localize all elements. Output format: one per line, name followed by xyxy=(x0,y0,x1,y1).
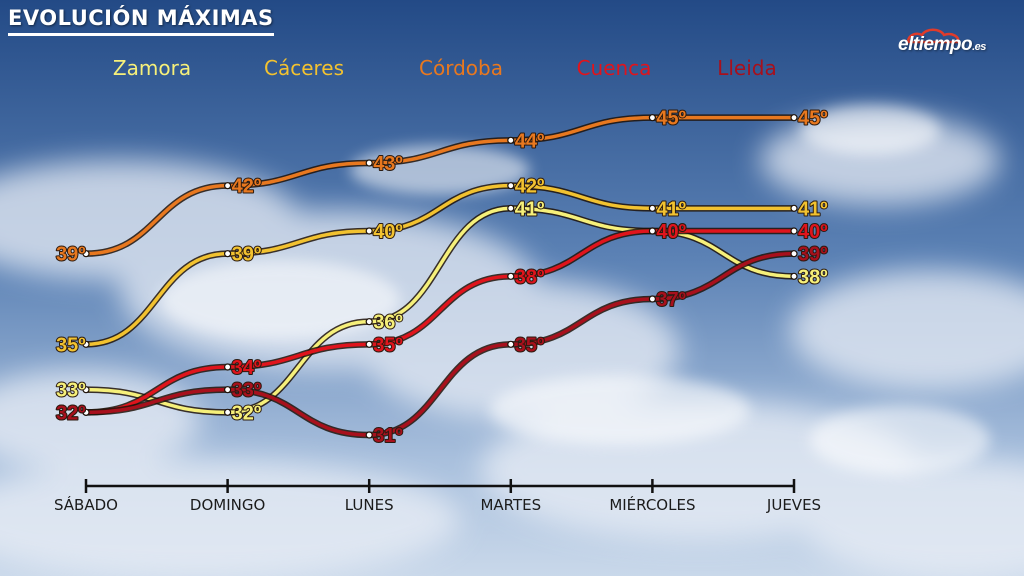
data-label: 33º xyxy=(56,380,86,402)
data-label: 34º xyxy=(232,357,262,379)
legend-entry: Lleida xyxy=(717,56,777,80)
legend-entry: Cáceres xyxy=(264,56,344,80)
data-label: 37º xyxy=(656,289,686,311)
data-label: 44º xyxy=(515,130,545,152)
logo-text: eltiempo.es xyxy=(898,34,986,56)
legend-entry: Zamora xyxy=(113,56,191,80)
data-point xyxy=(82,386,90,394)
logo-domain: .es xyxy=(972,41,986,53)
data-label: 40º xyxy=(656,221,686,243)
data-label: 35º xyxy=(515,334,545,356)
data-point xyxy=(507,182,515,190)
data-label: 45º xyxy=(656,108,686,130)
data-point xyxy=(365,159,373,167)
data-label: 41º xyxy=(515,198,545,220)
data-label: 42º xyxy=(515,176,545,198)
data-label: 32º xyxy=(232,402,262,424)
logo-cloud-icon xyxy=(906,28,960,44)
series-line xyxy=(84,115,796,256)
data-point xyxy=(224,182,232,190)
data-point xyxy=(648,204,657,212)
x-tick-label: JUEVES xyxy=(766,496,821,514)
data-label: 43º xyxy=(373,153,403,175)
data-point xyxy=(365,431,373,439)
legend-entry: Córdoba xyxy=(419,56,503,80)
eltiempo-logo: eltiempo.es xyxy=(894,26,1014,60)
data-point xyxy=(82,250,90,258)
data-point xyxy=(507,204,515,212)
data-label: 33º xyxy=(232,380,262,402)
data-label: 45º xyxy=(798,108,828,130)
data-label: 39º xyxy=(56,244,86,266)
data-label: 32º xyxy=(56,402,86,424)
data-point xyxy=(790,227,798,235)
x-tick-label: MIÉRCOLES xyxy=(609,495,695,514)
data-point xyxy=(365,340,373,348)
x-tick-label: MARTES xyxy=(480,496,541,514)
data-label: 32º xyxy=(56,402,86,424)
data-point xyxy=(648,295,657,303)
data-point xyxy=(507,272,515,280)
x-axis: SÁBADO DOMINGO LUNES MARTES MIÉRCOLES JUEVES xyxy=(54,479,821,514)
data-label: 40º xyxy=(798,221,828,243)
x-tick-label: DOMINGO xyxy=(190,496,265,514)
data-label: 35º xyxy=(56,334,86,356)
data-label: 36º xyxy=(373,312,403,334)
series-line xyxy=(84,251,796,437)
data-point xyxy=(790,250,798,258)
chart-legend: Zamora Cáceres Córdoba Cuenca Lleida xyxy=(113,56,777,80)
series-group xyxy=(82,114,798,439)
x-tick-label: SÁBADO xyxy=(54,495,118,514)
data-point xyxy=(224,386,232,394)
data-label: 39º xyxy=(798,244,828,266)
data-label: 41º xyxy=(656,198,686,220)
data-label: 39º xyxy=(232,244,262,266)
data-point xyxy=(224,363,232,371)
data-label: 42º xyxy=(232,176,262,198)
data-point xyxy=(224,408,232,416)
data-point xyxy=(224,250,232,258)
data-label: 38º xyxy=(798,266,828,288)
logo-wordmark: eltiempo xyxy=(898,34,973,55)
data-point xyxy=(648,227,657,235)
data-point xyxy=(507,136,515,144)
data-point xyxy=(365,227,373,235)
legend-entry: Cuenca xyxy=(577,56,652,80)
data-point xyxy=(790,204,798,212)
data-label: 38º xyxy=(515,266,545,288)
data-point xyxy=(365,318,373,326)
data-label: 40º xyxy=(373,221,403,243)
data-point xyxy=(82,408,90,416)
data-label: 41º xyxy=(798,198,828,220)
data-point xyxy=(507,340,515,348)
data-label: 40º xyxy=(656,221,686,243)
data-point xyxy=(790,114,798,122)
data-point xyxy=(82,340,90,348)
title-underline xyxy=(8,33,274,36)
chart-title: EVOLUCIÓN MÁXIMAS xyxy=(8,6,274,30)
data-point xyxy=(790,272,798,280)
data-point xyxy=(648,114,657,122)
x-tick-label: LUNES xyxy=(345,496,394,514)
data-label: 35º xyxy=(373,334,403,356)
data-label: 31º xyxy=(373,425,403,447)
